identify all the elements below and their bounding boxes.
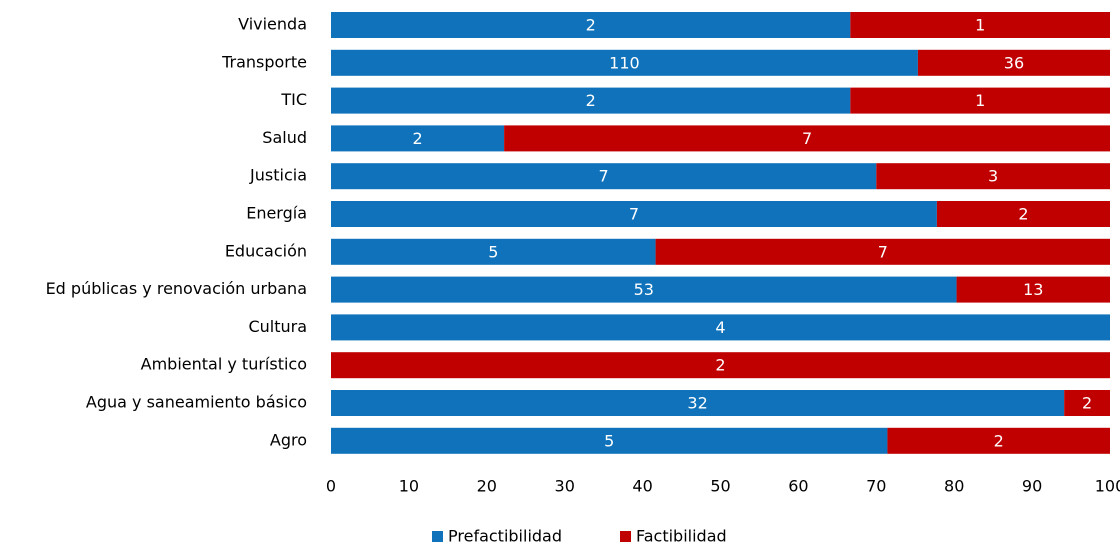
bar-segment-factibilidad bbox=[876, 163, 1110, 190]
legend-label-prefactibilidad: Prefactibilidad bbox=[448, 527, 562, 546]
bar-segment-factibilidad bbox=[655, 238, 1110, 265]
data-label: 7 bbox=[599, 167, 609, 186]
category-label: Ed públicas y renovación urbana bbox=[46, 279, 307, 298]
bars: 2 1 110 36 2 1 2 7 7 3 7 2 5 7 53 13 4 2 32 2 5 2 bbox=[331, 12, 1111, 454]
legend-label-factibilidad: Factibilidad bbox=[636, 527, 727, 546]
x-tick-label: 100 bbox=[1095, 477, 1120, 496]
bar-segment-prefactibilidad bbox=[331, 238, 656, 265]
data-label: 5 bbox=[604, 431, 614, 450]
legend: Prefactibilidad Factibilidad bbox=[432, 527, 727, 546]
x-axis-ticks: 0 10 20 30 40 50 60 70 80 90 100 bbox=[326, 477, 1120, 496]
category-label: Transporte bbox=[221, 52, 307, 71]
x-tick-label: 30 bbox=[555, 477, 575, 496]
x-tick-label: 10 bbox=[399, 477, 419, 496]
bar-segment-factibilidad bbox=[887, 427, 1110, 454]
x-tick-label: 90 bbox=[1022, 477, 1042, 496]
data-label: 2 bbox=[994, 431, 1004, 450]
x-tick-label: 0 bbox=[326, 477, 336, 496]
bar-segment-prefactibilidad bbox=[331, 49, 918, 76]
data-label: 1 bbox=[975, 91, 985, 110]
bar-segment-factibilidad bbox=[850, 12, 1110, 38]
bar-segment-prefactibilidad bbox=[331, 125, 505, 152]
bar-segment-prefactibilidad bbox=[331, 314, 1110, 341]
category-label: Vivienda bbox=[238, 15, 307, 34]
bar-segment-prefactibilidad bbox=[331, 390, 1065, 416]
x-tick-label: 60 bbox=[788, 477, 808, 496]
bar-segment-factibilidad bbox=[936, 201, 1110, 227]
data-label: 4 bbox=[715, 318, 725, 337]
category-label: Ambiental y turístico bbox=[141, 355, 307, 374]
bar-segment-prefactibilidad bbox=[331, 427, 888, 454]
data-label: 2 bbox=[412, 129, 422, 148]
category-label: Agro bbox=[270, 430, 307, 449]
bar-segment-factibilidad bbox=[504, 125, 1111, 152]
data-label: 2 bbox=[1018, 205, 1028, 224]
category-label: Salud bbox=[262, 128, 307, 147]
bar-segment-factibilidad bbox=[331, 352, 1110, 379]
category-label: Educación bbox=[225, 241, 307, 260]
legend-swatch-prefactibilidad bbox=[432, 531, 443, 542]
data-label: 36 bbox=[1004, 53, 1024, 72]
data-label: 7 bbox=[878, 242, 888, 261]
category-label: Energía bbox=[246, 204, 307, 223]
x-tick-label: 20 bbox=[477, 477, 497, 496]
bar-segment-prefactibilidad bbox=[331, 201, 937, 227]
bar-segment-factibilidad bbox=[1064, 390, 1110, 416]
category-label: Justicia bbox=[249, 166, 307, 185]
data-label: 53 bbox=[634, 280, 654, 299]
data-label: 2 bbox=[715, 356, 725, 375]
x-tick-label: 70 bbox=[866, 477, 886, 496]
x-tick-label: 50 bbox=[710, 477, 730, 496]
data-label: 2 bbox=[586, 91, 596, 110]
bar-segment-factibilidad bbox=[956, 276, 1110, 303]
x-tick-label: 40 bbox=[632, 477, 652, 496]
bar-segment-prefactibilidad bbox=[331, 12, 851, 38]
category-label: Agua y saneamiento básico bbox=[86, 393, 307, 412]
bar-segment-factibilidad bbox=[850, 87, 1110, 114]
category-label: Cultura bbox=[248, 317, 307, 336]
data-label: 13 bbox=[1023, 280, 1043, 299]
data-label: 2 bbox=[1082, 394, 1092, 413]
category-labels: Vivienda Transporte TIC Salud Justicia Energí… bbox=[46, 15, 307, 450]
data-label: 110 bbox=[609, 53, 640, 72]
data-label: 3 bbox=[988, 167, 998, 186]
bar-segment-prefactibilidad bbox=[331, 87, 851, 114]
x-tick-label: 80 bbox=[944, 477, 964, 496]
data-label: 7 bbox=[629, 205, 639, 224]
bar-segment-prefactibilidad bbox=[331, 163, 877, 190]
bar-segment-prefactibilidad bbox=[331, 276, 957, 303]
data-label: 7 bbox=[802, 129, 812, 148]
category-label: TIC bbox=[280, 90, 307, 109]
data-label: 32 bbox=[687, 394, 707, 413]
data-label: 1 bbox=[975, 16, 985, 35]
data-label: 5 bbox=[488, 242, 498, 261]
bar-segment-factibilidad bbox=[917, 49, 1110, 76]
legend-swatch-factibilidad bbox=[620, 531, 631, 542]
data-label: 2 bbox=[586, 16, 596, 35]
